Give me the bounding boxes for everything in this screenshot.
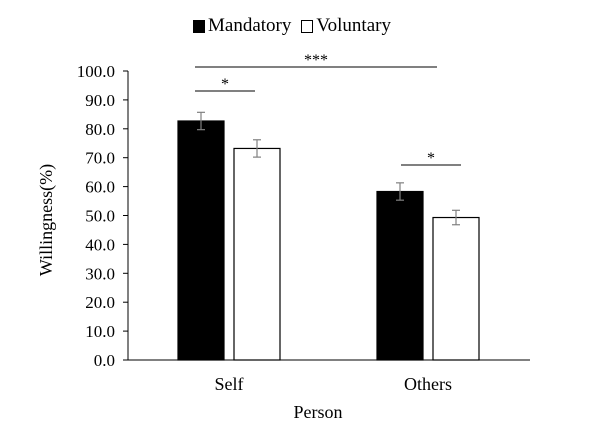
bar-mandatory-self bbox=[177, 120, 225, 361]
legend-label-voluntary: Voluntary bbox=[316, 15, 391, 36]
y-tick-label: 60.0 bbox=[85, 178, 115, 197]
legend-label-mandatory: Mandatory bbox=[208, 15, 292, 36]
bar-voluntary-self bbox=[233, 147, 281, 361]
y-axis-title: Willingness(%) bbox=[36, 164, 57, 276]
bar-voluntary-others bbox=[432, 216, 480, 361]
significance-others-label: * bbox=[427, 150, 435, 167]
legend-item-voluntary: Voluntary bbox=[301, 15, 391, 37]
bar-mandatory-others bbox=[376, 190, 424, 361]
y-tick-label: 40.0 bbox=[85, 235, 115, 254]
y-tick-label: 70.0 bbox=[85, 149, 115, 168]
y-tick-label: 0.0 bbox=[94, 351, 115, 370]
legend-swatch-voluntary bbox=[301, 19, 314, 33]
legend-swatch-mandatory bbox=[193, 19, 205, 33]
y-tick-label: 10.0 bbox=[85, 322, 115, 341]
significance-self-label: * bbox=[221, 76, 229, 93]
y-tick-label: 20.0 bbox=[85, 293, 115, 312]
y-tick-label: 100.0 bbox=[77, 62, 115, 81]
legend-item-mandatory: Mandatory bbox=[193, 15, 291, 37]
y-tick-label: 80.0 bbox=[85, 120, 115, 139]
significance-self-vs-others-label: *** bbox=[304, 52, 328, 69]
x-tick-label-others: Others bbox=[404, 374, 452, 394]
legend: Mandatory Voluntary bbox=[193, 15, 401, 37]
y-tick-label: 90.0 bbox=[85, 91, 115, 110]
x-axis-title: Person bbox=[294, 402, 343, 422]
y-tick-label: 30.0 bbox=[85, 264, 115, 283]
x-tick-label-self: Self bbox=[215, 374, 244, 394]
y-tick-label: 50.0 bbox=[85, 207, 115, 226]
